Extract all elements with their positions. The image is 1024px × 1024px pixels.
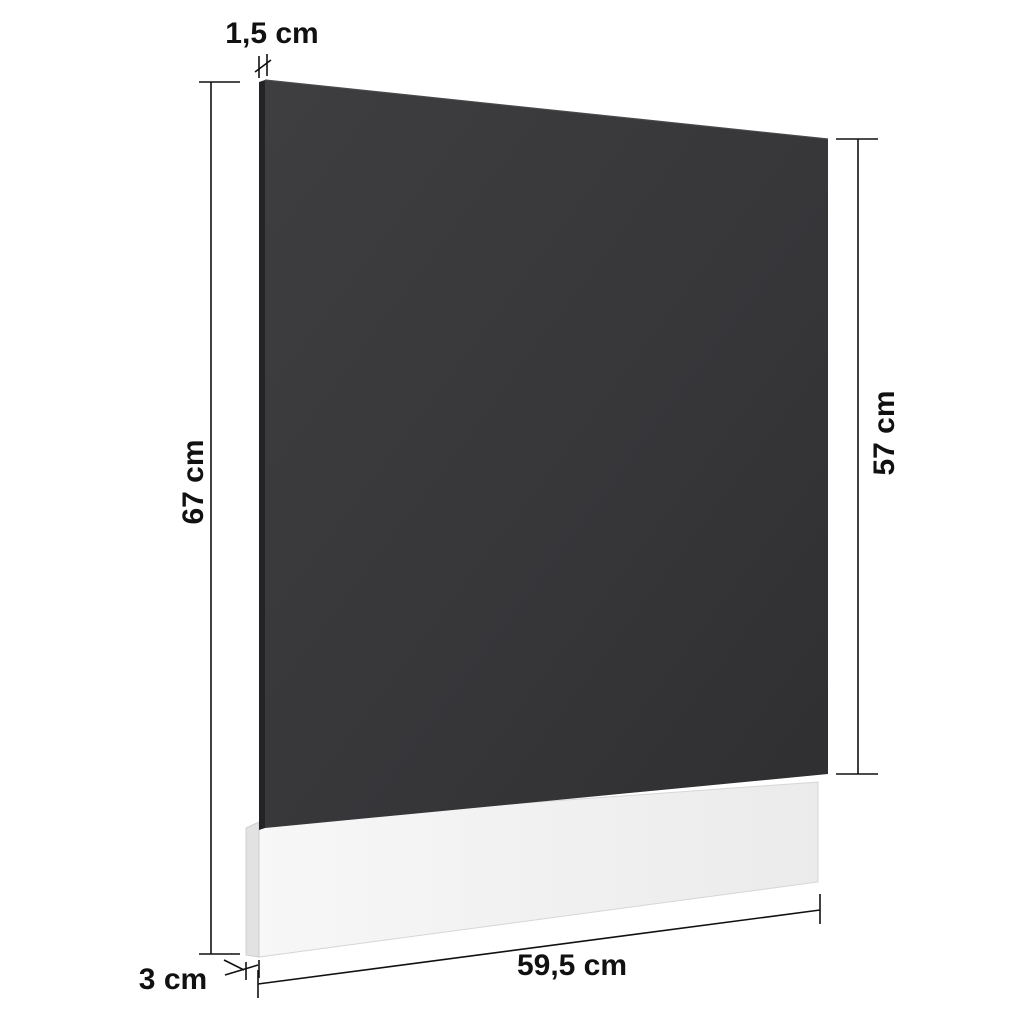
panel-height-label: 57 cm: [868, 390, 901, 475]
dimension-total-height: 67 cm: [177, 81, 240, 955]
thickness-top-label: 1,5 cm: [225, 17, 318, 50]
gray-front-panel: [259, 79, 829, 830]
dimension-thickness-top: 1,5 cm: [225, 17, 319, 78]
dimension-plinth-thickness: 3 cm: [139, 959, 260, 996]
plinth-thickness-label: 3 cm: [139, 963, 207, 996]
width-label: 59,5 cm: [517, 949, 627, 982]
dimension-panel-height: 57 cm: [836, 138, 901, 775]
dimension-width: 59,5 cm: [257, 894, 821, 998]
total-height-label: 67 cm: [177, 439, 210, 524]
